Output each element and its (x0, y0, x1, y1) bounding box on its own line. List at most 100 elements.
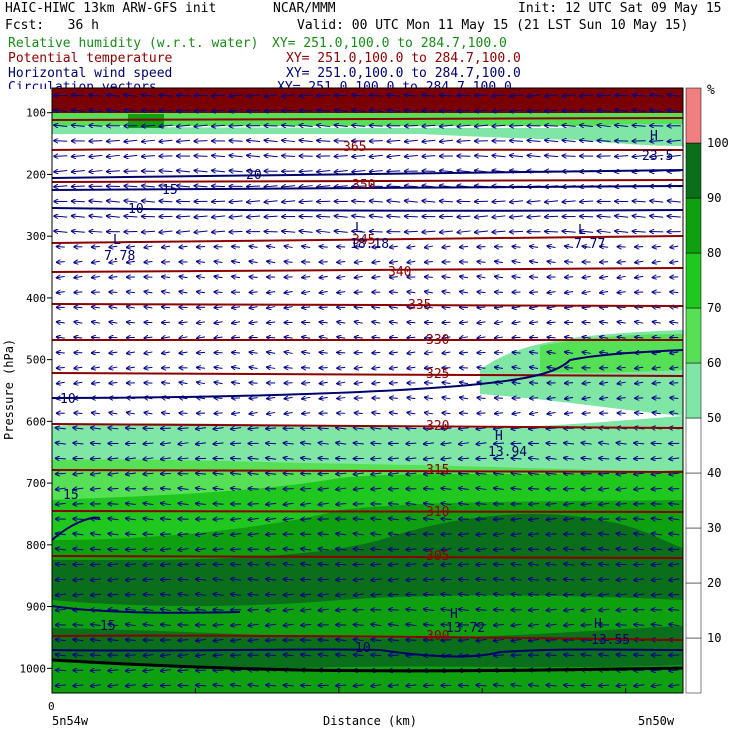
wind-vector (107, 95, 120, 96)
wind-vector (142, 95, 155, 96)
wind-vector (564, 564, 575, 565)
wind-vector (476, 503, 487, 504)
wind-vector (618, 276, 626, 277)
wind-vector (73, 625, 84, 626)
wind-vector (56, 428, 66, 429)
theta-contour-310 (52, 509, 683, 513)
wind-vector (528, 155, 541, 156)
wind-vector (476, 428, 487, 429)
wind-vector (582, 458, 592, 459)
low-value-2: 7.78 (104, 249, 135, 264)
wind-vector (494, 488, 505, 489)
wind-vector (337, 367, 346, 368)
wind-vector (354, 579, 364, 580)
wind-vector (565, 397, 574, 398)
wind-vector (580, 140, 594, 141)
wind-vector (284, 624, 294, 625)
wind-vector (459, 594, 469, 595)
wind-vector (441, 488, 452, 489)
wind-vector (214, 625, 224, 626)
wind-vector (56, 534, 66, 535)
wind-vector (460, 337, 468, 338)
wind-vector (300, 231, 313, 232)
theta-label-330: 330 (426, 333, 449, 348)
wind-vector (653, 382, 661, 383)
wind-vector (73, 549, 84, 550)
wind-vector (442, 413, 451, 414)
wind-vector (425, 262, 433, 263)
wind-vector (633, 95, 646, 96)
wind-vector (144, 367, 153, 368)
wind-label-10-mid: 10 (60, 392, 76, 407)
wind-vector (615, 231, 629, 232)
wind-vector (652, 534, 662, 535)
wind-vector (389, 534, 399, 535)
wind-vector (459, 534, 469, 535)
wind-vector (372, 322, 381, 323)
wind-vector (617, 533, 627, 534)
wind-vector (159, 95, 173, 96)
wind-vector (265, 140, 278, 141)
wind-vector (247, 201, 261, 202)
wind-vector (528, 110, 541, 111)
wind-vector (301, 443, 312, 444)
wind-vector (390, 352, 398, 353)
wind-vector (54, 110, 68, 111)
wind-vector (335, 186, 348, 187)
wind-vector (194, 170, 208, 171)
wind-vector (124, 216, 138, 217)
wind-vector (406, 534, 417, 535)
wind-vector (73, 428, 84, 429)
wind-vector (615, 156, 629, 157)
wind-vector (196, 488, 207, 489)
wind-vector (425, 291, 433, 292)
wind-vector (72, 95, 85, 96)
wind-vector (196, 534, 207, 535)
wind-vector (285, 262, 293, 263)
wind-vector (109, 322, 118, 323)
wind-vector (634, 519, 645, 520)
high-value-1: 13.94 (488, 445, 527, 460)
wind-vector (405, 155, 418, 156)
wind-vector (407, 337, 416, 338)
wind-vector (336, 534, 347, 535)
wind-vector (232, 307, 241, 308)
wind-vector (371, 564, 382, 565)
wind-vector (548, 412, 556, 413)
wind-vector (510, 201, 524, 202)
wind-vector (600, 292, 609, 293)
wind-vector (653, 352, 661, 353)
wind-vector (582, 549, 592, 550)
wind-vector (529, 594, 540, 595)
wind-vector (285, 367, 293, 368)
wind-vector (214, 504, 224, 505)
wind-vector (247, 110, 261, 111)
wind-vector (214, 443, 224, 444)
wind-vector (282, 95, 296, 96)
wind-vector (476, 609, 487, 610)
wind-vector (670, 367, 679, 368)
wind-vector (194, 110, 208, 111)
wind-vector (355, 307, 363, 308)
wind-vector (460, 276, 468, 277)
wind-vector (161, 443, 171, 444)
wind-vector (599, 473, 610, 474)
colorbar-bin-0 (685, 637, 702, 694)
wind-vector (652, 473, 662, 474)
wind-vector (177, 231, 191, 232)
wind-vector (390, 398, 398, 399)
wind-vector (476, 443, 487, 444)
wind-vector (387, 95, 401, 96)
wind-vector (142, 186, 155, 187)
wind-vector (196, 579, 207, 580)
wind-vector (460, 246, 468, 247)
wind-vector (548, 397, 556, 398)
wind-vector (635, 276, 644, 277)
wind-vector (407, 292, 416, 293)
wind-vector (335, 156, 348, 157)
wind-vector (249, 564, 259, 565)
wind-vector (231, 655, 242, 656)
wind-vector (73, 579, 84, 580)
wind-vector (652, 594, 662, 595)
x-end-label: 5n50w (638, 714, 675, 728)
